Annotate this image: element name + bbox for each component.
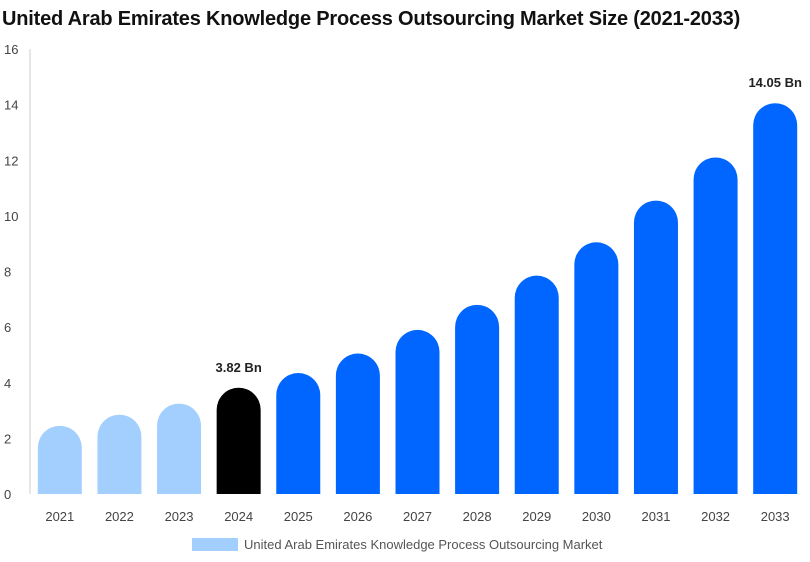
- x-tick-label: 2032: [701, 509, 730, 524]
- x-axis: 2021 2022 2023 2024 2025 2026 2027 2028 2029 2030…: [45, 509, 789, 524]
- x-tick-label: 2025: [284, 509, 313, 524]
- y-tick-label: 10: [4, 209, 18, 224]
- x-tick-label: 2029: [522, 509, 551, 524]
- bar-2030: [574, 242, 619, 494]
- legend: United Arab Emirates Knowledge Process O…: [192, 537, 603, 552]
- y-tick-label: 0: [4, 487, 11, 502]
- bar-2033: [753, 103, 798, 495]
- legend-label: United Arab Emirates Knowledge Process O…: [244, 537, 603, 552]
- x-tick-label: 2030: [582, 509, 611, 524]
- x-tick-label: 2027: [403, 509, 432, 524]
- data-label: 3.82 Bn: [216, 360, 262, 375]
- data-labels: 3.82 Bn 14.05 Bn: [216, 75, 802, 375]
- x-tick-label: 2028: [463, 509, 492, 524]
- y-tick-label: 16: [4, 42, 18, 57]
- y-tick-label: 4: [4, 376, 11, 391]
- bars: [37, 103, 798, 495]
- x-tick-label: 2022: [105, 509, 134, 524]
- bar-2026: [335, 353, 380, 494]
- y-axis: 0 2 4 6 8 10 12 14 16: [4, 42, 31, 502]
- bar-2031: [633, 200, 678, 494]
- bar-2021: [37, 425, 82, 494]
- bar-2022: [97, 414, 142, 494]
- x-tick-label: 2031: [642, 509, 671, 524]
- x-tick-label: 2026: [343, 509, 372, 524]
- data-label: 14.05 Bn: [748, 75, 802, 90]
- legend-swatch: [192, 538, 238, 551]
- x-tick-label: 2033: [761, 509, 790, 524]
- bar-2024: [216, 387, 261, 494]
- y-tick-label: 12: [4, 153, 18, 168]
- bar-2027: [395, 329, 440, 494]
- bar-2029: [514, 275, 559, 494]
- y-tick-label: 14: [4, 98, 18, 113]
- y-tick-label: 6: [4, 320, 11, 335]
- y-tick-label: 2: [4, 431, 11, 446]
- x-tick-label: 2024: [224, 509, 253, 524]
- x-tick-label: 2021: [45, 509, 74, 524]
- chart-title: United Arab Emirates Knowledge Process O…: [2, 8, 741, 30]
- bar-2032: [693, 157, 738, 494]
- bar-2025: [276, 373, 321, 494]
- bar-2023: [157, 403, 202, 494]
- x-tick-label: 2023: [165, 509, 194, 524]
- bar-2028: [455, 304, 500, 494]
- y-tick-label: 8: [4, 265, 11, 280]
